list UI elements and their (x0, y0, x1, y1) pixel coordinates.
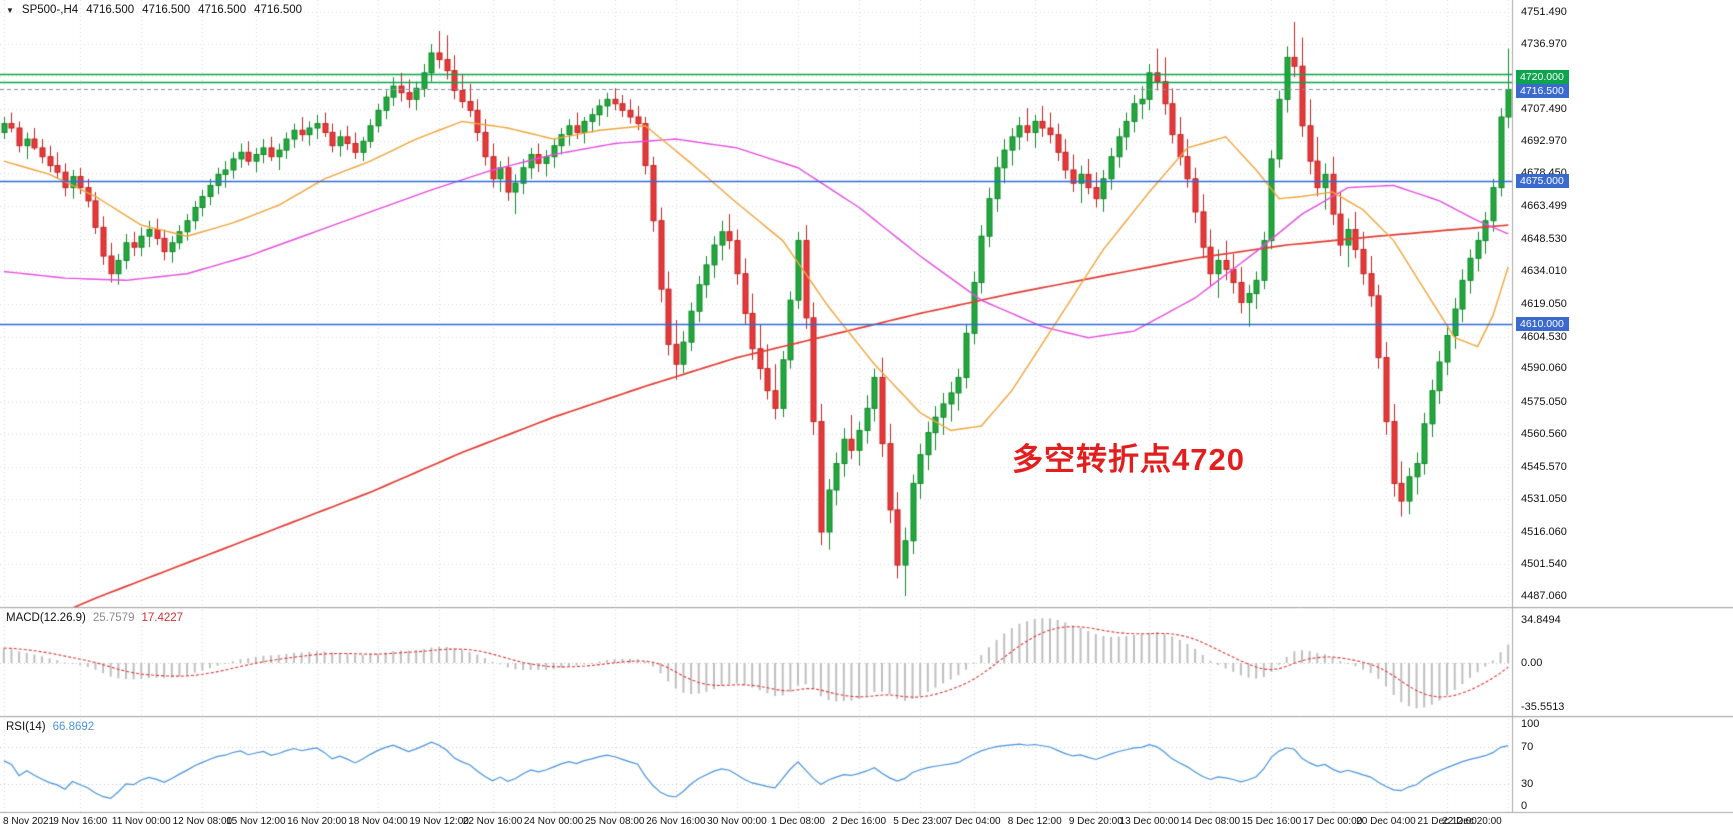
time-axis-label: 14 Dec 08:00 (1180, 816, 1241, 827)
symbol-info: ▼ SP500-,H4 4716.500 4716.500 4716.500 4… (6, 4, 302, 16)
time-axis-label: 2 Dec 16:00 (832, 816, 887, 827)
time-axis-label: 18 Nov 04:00 (348, 816, 408, 827)
price-annotation-text[interactable]: 多空转折点4720 (1012, 442, 1245, 477)
time-axis-label: 26 Nov 16:00 (646, 816, 706, 827)
ohlc-open: 4716.500 (86, 4, 135, 16)
macd-axis-label: 0.00 (1521, 657, 1543, 669)
time-axis-label: 22 Nov 16:00 (462, 816, 523, 827)
price-axis-label: 4501.540 (1521, 558, 1567, 570)
time-axis-label: 25 Nov 08:00 (584, 816, 645, 827)
macd-main-value: 25.7579 (92, 612, 135, 624)
price-axis-label: 4545.570 (1521, 461, 1567, 473)
time-axis-label: 22 Dec 20:00 (1442, 816, 1502, 827)
time-axis-label: 13 Dec 00:00 (1119, 816, 1180, 827)
symbol-timeframe-label: SP500-,H4 (21, 4, 79, 16)
time-axis-label: 21 Dec 12:00 (1417, 816, 1477, 827)
price-axis-label: 4531.050 (1521, 493, 1567, 505)
time-axis-label: 8 Dec 12:00 (1007, 816, 1062, 827)
time-axis-label: 9 Dec 20:00 (1068, 816, 1123, 827)
price-tag: 4720.000 (1516, 70, 1569, 84)
time-axis-label: 7 Dec 04:00 (946, 816, 1001, 827)
rsi-axis-label: 70 (1521, 741, 1534, 753)
chevron-down-icon[interactable]: ▼ (6, 5, 14, 15)
rsi-axis-label: 30 (1521, 778, 1534, 790)
time-axis-label: 30 Nov 00:00 (707, 816, 767, 827)
rsi-indicator-label: RSI(14) 66.8692 (6, 721, 94, 733)
price-tag: 4675.000 (1516, 174, 1569, 188)
price-tag: 4716.500 (1516, 84, 1569, 98)
price-axis-label: 4736.970 (1521, 38, 1567, 50)
time-axis-label: 15 Dec 16:00 (1241, 816, 1302, 827)
price-axis-label: 4634.010 (1521, 265, 1567, 277)
time-axis-label: 20 Dec 04:00 (1356, 816, 1416, 827)
time-axis-label: 24 Nov 00:00 (523, 816, 584, 827)
time-axis-label: 8 Nov 2021 (3, 816, 55, 827)
macd-name: MACD(12.26.9) (6, 612, 86, 624)
price-axis-label: 4692.970 (1521, 135, 1567, 147)
price-axis-label: 4604.530 (1521, 331, 1567, 343)
price-axis-label: 4751.490 (1521, 6, 1567, 18)
macd-signal-value: 17.4227 (141, 612, 184, 624)
time-axis-label: 5 Dec 23:00 (893, 816, 948, 827)
time-axis-label: 17 Dec 00:00 (1302, 816, 1363, 827)
time-axis-label: 9 Nov 16:00 (53, 816, 108, 827)
ohlc-close: 4716.500 (254, 4, 303, 16)
time-axis-label: 11 Nov 00:00 (111, 816, 171, 827)
price-axis-label: 4619.050 (1521, 298, 1567, 310)
ohlc-low: 4716.500 (198, 4, 247, 16)
price-axis-label: 4516.060 (1521, 526, 1567, 538)
time-axis-label: 15 Nov 12:00 (226, 816, 286, 827)
time-axis-label: 19 Nov 12:00 (409, 816, 469, 827)
price-tag: 4610.000 (1516, 317, 1569, 331)
rsi-name: RSI(14) (6, 721, 46, 733)
time-axis-label: 12 Nov 08:00 (172, 816, 233, 827)
rsi-value: 66.8692 (52, 721, 95, 733)
price-axis-label: 4487.060 (1521, 590, 1567, 602)
price-axis-label: 4663.499 (1521, 200, 1567, 212)
rsi-axis-label: 0 (1521, 800, 1528, 812)
ohlc-high: 4716.500 (142, 4, 191, 16)
macd-axis-label: 34.8494 (1521, 614, 1561, 626)
time-axis-label: 16 Nov 20:00 (287, 816, 347, 827)
price-axis-label: 4575.050 (1521, 396, 1567, 408)
price-axis-label: 4560.560 (1521, 428, 1567, 440)
price-axis-label: 4707.490 (1521, 103, 1567, 115)
time-axis-label: 1 Dec 08:00 (771, 816, 825, 827)
macd-indicator-label: MACD(12.26.9) 25.7579 17.4227 (6, 612, 183, 624)
macd-axis-label: -35.5513 (1521, 701, 1565, 713)
rsi-axis-label: 100 (1521, 718, 1540, 730)
price-axis-label: 4648.530 (1521, 233, 1567, 245)
price-axis-label: 4590.060 (1521, 362, 1567, 374)
